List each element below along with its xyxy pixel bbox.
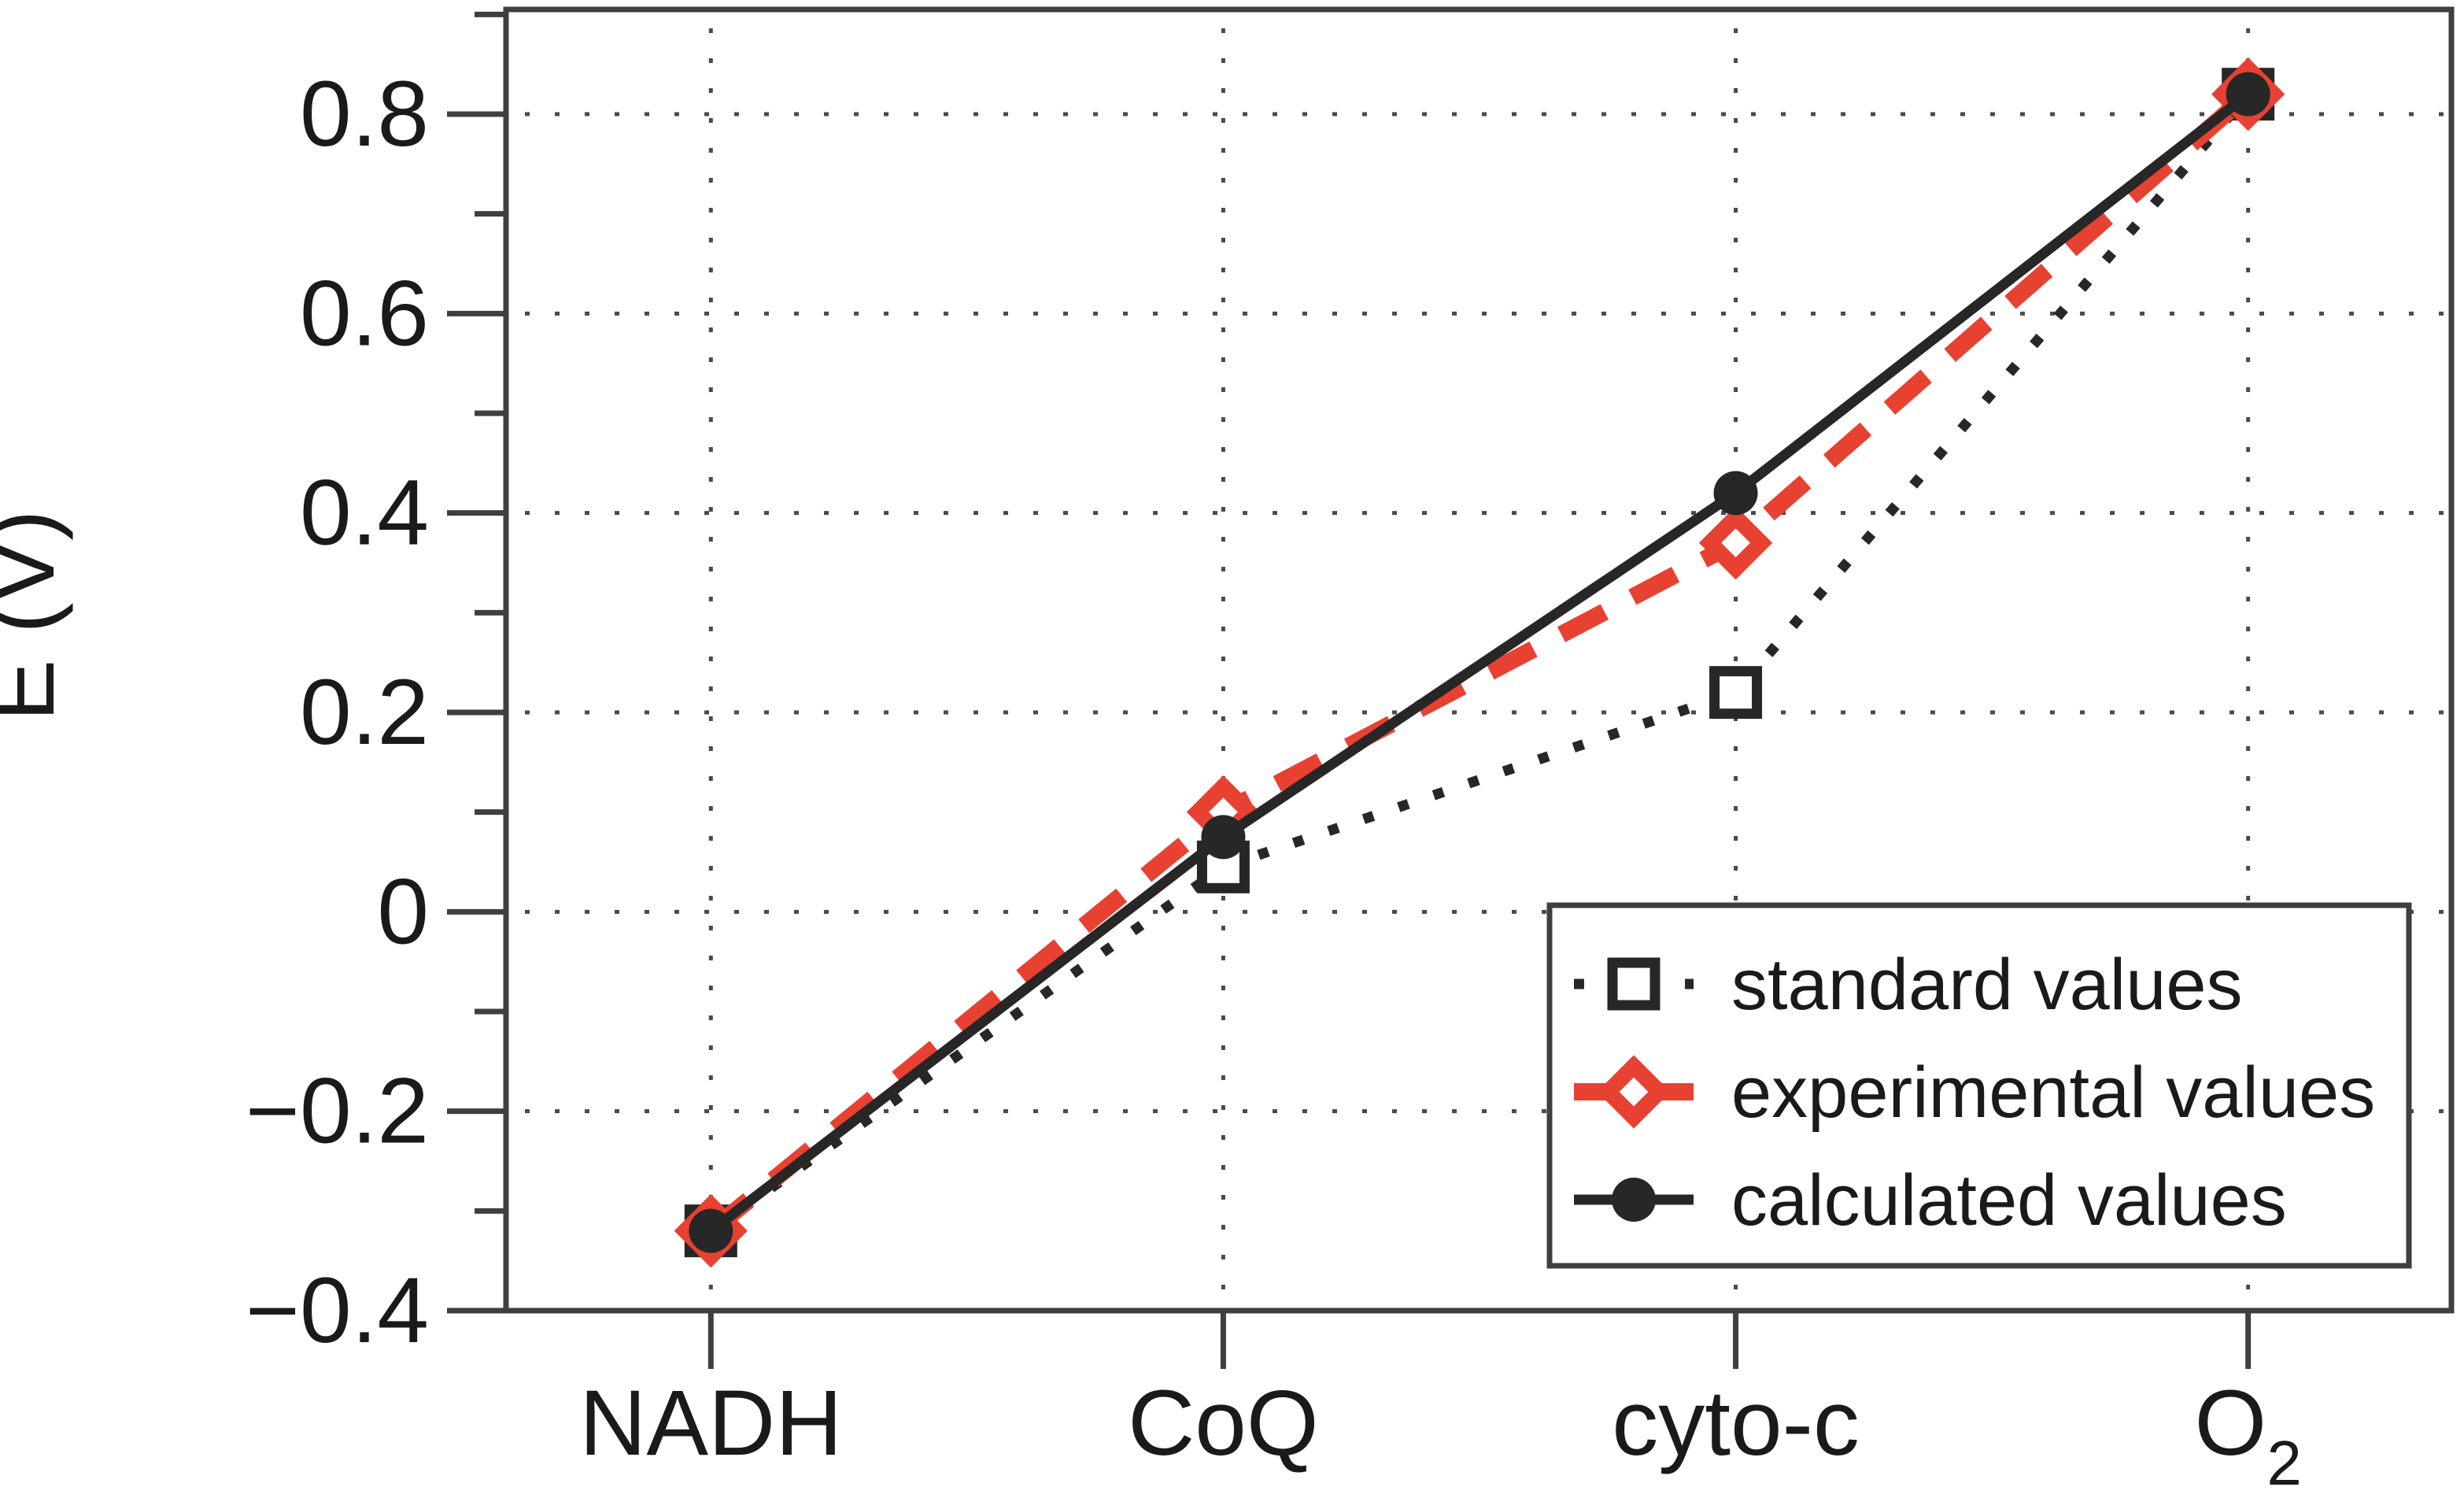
y-tick-label: −0.4 xyxy=(246,1259,429,1363)
legend-item-standard-values: standard values xyxy=(1574,945,2243,1025)
x-tick-label: cyto-c xyxy=(1612,1371,1860,1475)
legend-marker-glyph xyxy=(1597,1055,1671,1129)
legend-marker-glyph xyxy=(1607,957,1661,1011)
legend-item-calculated-values: calculated values xyxy=(1574,1160,2287,1241)
axis-ticks xyxy=(447,11,2252,1369)
data-point-marker xyxy=(689,1208,733,1253)
series-line xyxy=(705,87,2254,1238)
data-point-marker xyxy=(2226,72,2270,117)
series-calculated-values xyxy=(689,72,2270,1253)
open-diamond-dashed-line-icon xyxy=(1574,1055,1694,1129)
filled-circle-solid-line-icon xyxy=(1574,1178,1694,1222)
data-point-marker xyxy=(1201,815,1246,860)
axis-labels: 0.8 0.6 0.4 0.2 0 −0.2 −0.4 NADH CoQ cyto-c O2 xyxy=(246,62,2302,1498)
plot-frame xyxy=(503,6,2455,1314)
x-tick-label: CoQ xyxy=(1128,1371,1319,1475)
y-axis-title: E (V) xyxy=(0,510,74,722)
legend-item-experimental-values: experimental values xyxy=(1574,1052,2375,1133)
y-tick-label: 0.4 xyxy=(300,461,429,565)
legend-label: standard values xyxy=(1731,945,2243,1025)
legend-label: calculated values xyxy=(1731,1160,2287,1241)
plot-border xyxy=(503,6,2455,1314)
y-tick-label: 0.2 xyxy=(300,660,429,764)
open-square-dotted-line-icon xyxy=(1574,957,1694,1011)
series-line xyxy=(707,91,2252,1235)
y-tick-label: 0 xyxy=(377,860,429,964)
series-line xyxy=(707,90,2252,1235)
legend-label: experimental values xyxy=(1731,1052,2375,1133)
data-point-marker xyxy=(1713,471,1758,516)
legend-marker-glyph xyxy=(1612,1178,1656,1222)
data-point-marker xyxy=(1698,505,1773,580)
data-point-marker xyxy=(1709,666,1763,719)
x-tick-label: NADH xyxy=(579,1371,842,1475)
legend: standard values experimental values calc… xyxy=(1546,902,2412,1269)
gridlines xyxy=(525,28,2448,1308)
y-tick-label: 0.6 xyxy=(300,261,429,365)
data-series xyxy=(674,57,2285,1268)
y-tick-label: 0.8 xyxy=(300,62,429,166)
x-tick-label: O2 xyxy=(2195,1371,2302,1498)
y-tick-label: −0.2 xyxy=(246,1060,429,1163)
